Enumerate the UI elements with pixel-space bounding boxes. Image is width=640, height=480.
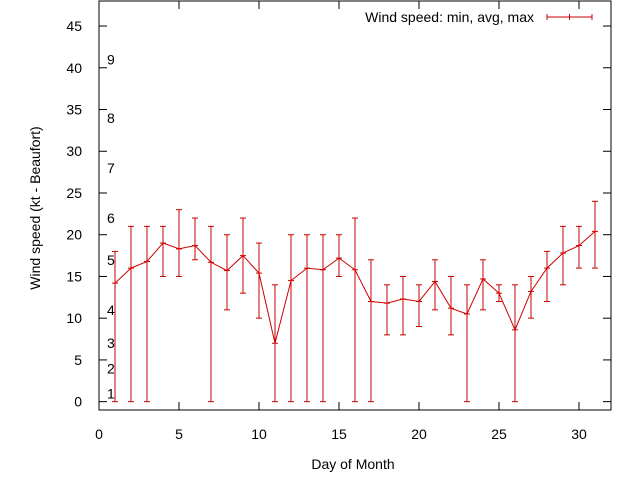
- beaufort-scale-labels: 1 2 3 4 5 6 7 8 9: [107, 51, 115, 401]
- error-bar-day-19: [400, 275, 406, 336]
- error-bar-day-3: [144, 225, 150, 403]
- avg-point-day-6: [192, 242, 198, 249]
- beaufort-label-1: 1: [107, 385, 115, 401]
- error-bar-day-21: [432, 259, 438, 311]
- avg-point-day-2: [128, 265, 134, 272]
- avg-point-day-15: [336, 255, 342, 262]
- avg-point-day-14: [320, 266, 326, 273]
- error-bar-day-18: [384, 284, 390, 336]
- avg-point-day-27: [528, 288, 534, 295]
- y-tick-label-0: 0: [74, 394, 82, 410]
- error-bar-day-16: [352, 217, 358, 403]
- avg-point-day-11: [272, 340, 278, 347]
- plot-frame: [98, 0, 612, 411]
- x-axis-ticks: 0 5 10 15 20 25 30: [95, 1, 587, 442]
- error-bar-day-28: [544, 250, 550, 302]
- y-tick-label-10: 10: [66, 310, 82, 326]
- avg-point-day-22: [448, 305, 454, 312]
- error-bar-day-24: [480, 259, 486, 311]
- beaufort-label-2: 2: [107, 360, 115, 376]
- x-tick-label-5: 5: [175, 426, 183, 442]
- error-bar-day-20: [416, 284, 422, 328]
- error-bar-day-17: [368, 259, 374, 403]
- avg-point-day-1: [112, 280, 118, 287]
- error-bar-day-4: [160, 225, 166, 277]
- avg-point-day-12: [288, 277, 294, 284]
- avg-point-day-21: [432, 278, 438, 285]
- x-axis-title: Day of Month: [311, 456, 394, 472]
- legend-entry-label: Wind speed: min, avg, max: [365, 9, 534, 25]
- beaufort-label-3: 3: [107, 335, 115, 351]
- error-bar-day-7: [208, 225, 214, 403]
- error-bar-day-10: [256, 242, 262, 319]
- y-tick-label-20: 20: [66, 227, 82, 243]
- y-tick-label-25: 25: [66, 185, 82, 201]
- avg-point-day-8: [224, 267, 230, 274]
- x-tick-label-0: 0: [95, 426, 103, 442]
- x-tick-label-15: 15: [331, 426, 347, 442]
- avg-point-day-20: [416, 298, 422, 305]
- error-bar-day-6: [192, 217, 198, 261]
- avg-point-day-29: [560, 250, 566, 257]
- x-tick-label-10: 10: [251, 426, 267, 442]
- beaufort-label-5: 5: [107, 252, 115, 268]
- series-avg-points: [112, 228, 598, 347]
- error-bar-day-1: [112, 250, 118, 403]
- avg-point-day-23: [464, 311, 470, 318]
- avg-point-day-13: [304, 265, 310, 272]
- error-bars: [112, 200, 598, 403]
- avg-point-day-30: [576, 242, 582, 249]
- y-tick-label-15: 15: [66, 268, 82, 284]
- avg-point-day-4: [160, 240, 166, 247]
- avg-point-day-3: [144, 258, 150, 265]
- avg-point-day-16: [352, 266, 358, 273]
- avg-point-day-5: [176, 245, 182, 252]
- x-tick-label-20: 20: [411, 426, 427, 442]
- avg-point-day-28: [544, 265, 550, 272]
- error-bar-day-14: [320, 234, 326, 403]
- avg-point-day-25: [496, 290, 502, 297]
- avg-point-day-19: [400, 295, 406, 302]
- avg-point-day-26: [512, 326, 518, 333]
- y-tick-label-30: 30: [66, 143, 82, 159]
- error-bar-day-31: [592, 200, 598, 269]
- beaufort-label-7: 7: [107, 160, 115, 176]
- avg-point-day-18: [384, 300, 390, 307]
- error-bar-day-2: [128, 225, 134, 403]
- beaufort-label-9: 9: [107, 51, 115, 67]
- avg-point-day-31: [592, 228, 598, 235]
- error-bar-day-27: [528, 275, 534, 319]
- beaufort-label-8: 8: [107, 110, 115, 126]
- avg-point-day-24: [480, 275, 486, 282]
- y-axis-title: Wind speed (kt - Beaufort): [27, 126, 43, 289]
- avg-point-day-7: [208, 259, 214, 266]
- y-tick-label-40: 40: [66, 60, 82, 76]
- legend: Wind speed: min, avg, max: [365, 9, 593, 25]
- beaufort-label-4: 4: [107, 302, 115, 318]
- error-bar-day-13: [304, 234, 310, 403]
- avg-point-day-10: [256, 270, 262, 277]
- beaufort-label-6: 6: [107, 210, 115, 226]
- error-bar-day-26: [512, 284, 518, 403]
- legend-entry-sample: [546, 14, 593, 20]
- error-bar-day-23: [464, 284, 470, 403]
- y-tick-label-35: 35: [66, 102, 82, 118]
- x-tick-label-25: 25: [491, 426, 507, 442]
- y-tick-label-45: 45: [66, 18, 82, 34]
- y-tick-label-5: 5: [74, 352, 82, 368]
- error-bar-day-12: [288, 234, 294, 403]
- avg-point-day-17: [368, 298, 374, 305]
- error-bar-day-5: [176, 209, 182, 277]
- avg-point-day-9: [240, 252, 246, 259]
- x-tick-label-30: 30: [571, 426, 587, 442]
